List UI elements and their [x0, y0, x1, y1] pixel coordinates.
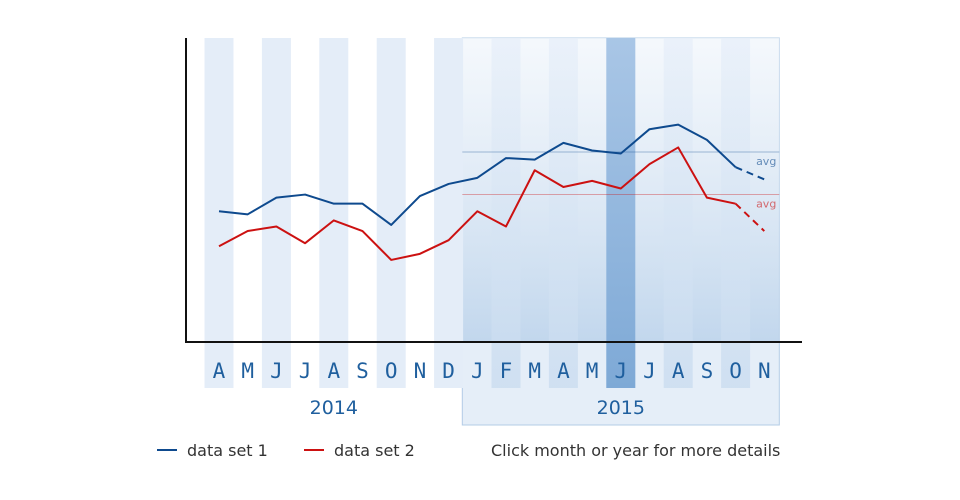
data-point-series-1: [217, 209, 221, 213]
data-point-series-2: [676, 145, 680, 149]
data-point-series-1: [734, 165, 738, 169]
month-stripe[interactable]: [261, 38, 291, 388]
data-point-series-1: [619, 152, 623, 156]
month-stripe[interactable]: [663, 38, 693, 388]
month-label[interactable]: M: [586, 359, 599, 383]
data-point-series-2: [504, 224, 508, 228]
month-label[interactable]: A: [672, 359, 685, 383]
data-point-series-1: [246, 212, 250, 216]
data-point-series-2: [590, 179, 594, 183]
data-point-series-1: [533, 158, 537, 162]
data-point-series-2: [734, 202, 738, 206]
month-label[interactable]: O: [729, 359, 742, 383]
year-label-2015[interactable]: 2015: [597, 397, 645, 419]
data-point-series-1: [447, 182, 451, 186]
data-point-series-1: [475, 176, 479, 180]
month-label[interactable]: M: [241, 359, 254, 383]
avg-label-series-2: avg: [756, 198, 776, 211]
month-label[interactable]: J: [614, 359, 627, 383]
data-point-series-2: [303, 241, 307, 245]
average-lines-layer: avg avg: [462, 151, 780, 211]
data-point-series-2: [619, 186, 623, 190]
data-point-series-1: [361, 202, 365, 206]
data-point-series-2: [475, 209, 479, 213]
data-point-series-2: [648, 162, 652, 166]
month-label[interactable]: A: [557, 359, 570, 383]
data-point-series-2: [447, 238, 451, 242]
legend: data set 1 data set 2: [157, 441, 415, 460]
data-point-series-1: [504, 156, 508, 160]
axes-layer: [185, 38, 802, 343]
data-point-series-2: [274, 224, 278, 228]
month-label[interactable]: D: [442, 359, 455, 383]
data-point-series-1: [303, 193, 307, 197]
data-point-series-1: [561, 141, 565, 145]
month-stripe[interactable]: [548, 38, 578, 388]
data-point-series-1: [762, 177, 766, 181]
legend-label-data-set-2: data set 2: [334, 441, 415, 460]
legend-label-data-set-1: data set 1: [187, 441, 268, 460]
month-stripe[interactable]: [376, 38, 406, 388]
month-label[interactable]: N: [758, 359, 771, 383]
data-point-series-1: [389, 223, 393, 227]
data-point-series-1: [705, 138, 709, 142]
month-label[interactable]: M: [528, 359, 541, 383]
month-label[interactable]: A: [327, 359, 340, 383]
background-layer: [204, 37, 780, 426]
series-layer: [217, 123, 766, 262]
selected-month-highlight[interactable]: [606, 38, 636, 388]
month-label[interactable]: F: [500, 359, 513, 383]
series-line-2: [218, 146, 736, 261]
data-point-series-1: [648, 127, 652, 131]
data-point-series-2: [533, 168, 537, 172]
series-projection-1: [735, 166, 765, 181]
data-point-series-1: [418, 194, 422, 198]
data-point-series-2: [217, 244, 221, 248]
series-line-1: [218, 123, 737, 226]
month-label[interactable]: O: [385, 359, 398, 383]
month-stripe[interactable]: [434, 38, 464, 388]
month-label[interactable]: J: [299, 359, 312, 383]
data-point-series-2: [361, 229, 365, 233]
month-stripe[interactable]: [319, 38, 349, 388]
data-point-series-1: [274, 196, 278, 200]
data-point-series-1: [332, 202, 336, 206]
year-label-2014[interactable]: 2014: [310, 397, 358, 419]
month-stripe[interactable]: [491, 38, 521, 388]
data-point-series-1: [676, 123, 680, 127]
data-point-series-2: [332, 218, 336, 222]
month-label[interactable]: S: [356, 359, 369, 383]
month-label[interactable]: J: [270, 359, 283, 383]
data-point-series-2: [762, 229, 766, 233]
data-point-series-2: [389, 258, 393, 262]
data-point-series-2: [246, 229, 250, 233]
data-point-series-2: [418, 252, 422, 256]
avg-label-series-1: avg: [756, 155, 776, 168]
series-projection-2: [734, 202, 765, 232]
data-point-series-2: [561, 185, 565, 189]
month-label[interactable]: J: [643, 359, 656, 383]
data-point-series-2: [705, 196, 709, 200]
hint-text: Click month or year for more details: [491, 441, 780, 460]
month-label[interactable]: N: [414, 359, 427, 383]
month-label[interactable]: S: [701, 359, 714, 383]
month-label[interactable]: J: [471, 359, 484, 383]
data-point-series-1: [590, 148, 594, 152]
month-label[interactable]: A: [213, 359, 226, 383]
